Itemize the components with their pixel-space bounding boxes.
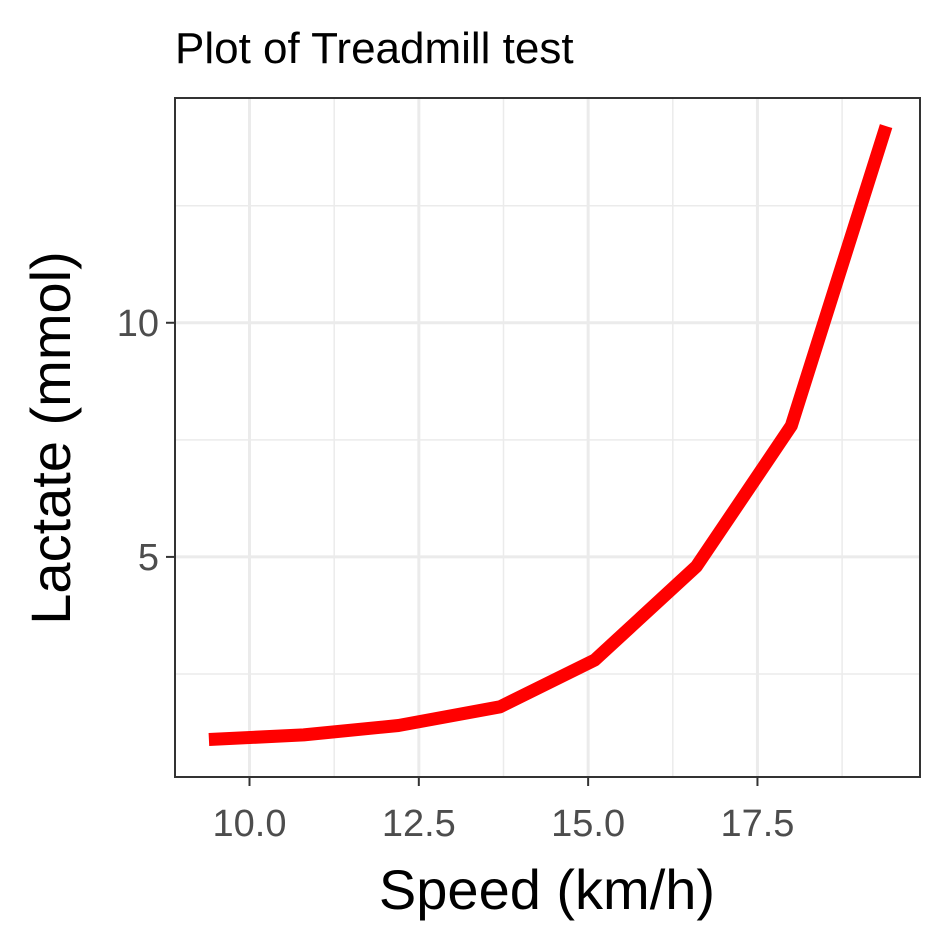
y-axis-ticks: 5 10 (117, 303, 175, 579)
x-tick-label: 10.0 (213, 803, 287, 845)
chart-title: Plot of Treadmill test (175, 24, 574, 73)
plot-panel-border (174, 97, 921, 778)
x-axis-ticks: 10.0 12.5 15.0 17.5 (213, 777, 794, 845)
x-tick-label: 15.0 (551, 803, 625, 845)
y-axis-title: Lactate (mmol) (19, 251, 82, 624)
x-tick-label: 17.5 (720, 803, 794, 845)
x-axis-title: Speed (km/h) (379, 858, 715, 921)
y-tick-label: 10 (117, 303, 159, 345)
series-line-0 (208, 124, 893, 746)
x-tick-label: 12.5 (382, 803, 456, 845)
y-tick-label: 5 (138, 537, 159, 579)
series-layer (208, 124, 893, 746)
